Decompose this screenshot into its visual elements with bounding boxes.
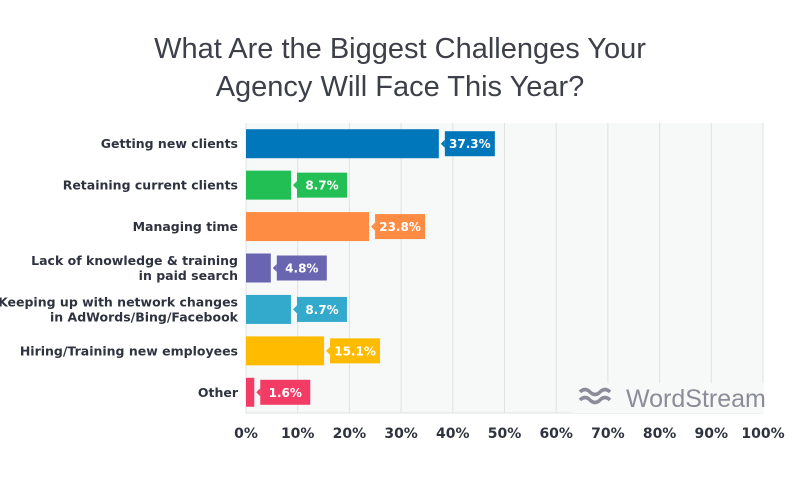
x-tick-label: 90% [695, 426, 729, 442]
chart-title-line-2: Agency Will Face This Year? [215, 71, 585, 103]
bar [246, 294, 291, 324]
x-tick-label: 70% [591, 426, 625, 442]
x-tick-label: 50% [488, 426, 522, 442]
data-label-pointer [256, 388, 261, 397]
category-label: in AdWords/Bing/Facebook [50, 309, 239, 324]
x-tick-label: 30% [384, 426, 418, 442]
bar [246, 170, 291, 200]
x-tick-label: 40% [436, 426, 470, 442]
chart-title-line-1: What Are the Biggest Challenges Your [154, 33, 646, 65]
category-label: Keeping up with network changes [0, 294, 238, 309]
x-tick-label: 20% [333, 426, 367, 442]
data-label-pointer [272, 264, 277, 272]
data-label: 1.6% [269, 386, 302, 400]
x-tick-label: 100% [741, 426, 784, 442]
category-label: Getting new clients [101, 136, 238, 151]
bar [246, 253, 271, 283]
logo-text: WordStream [626, 385, 766, 413]
category-label: Hiring/Training new employees [20, 343, 238, 358]
category-label: Managing time [133, 219, 238, 234]
data-label-pointer [292, 305, 297, 314]
x-tick-label: 60% [539, 426, 573, 442]
data-label-box [444, 131, 495, 157]
data-label-box [276, 255, 327, 281]
wave-icon [578, 395, 612, 405]
wordstream-logo: WordStream [572, 383, 766, 413]
data-label-pointer [292, 181, 297, 190]
data-label-pointer [371, 222, 376, 231]
data-label-box [375, 214, 426, 240]
bar [246, 129, 439, 159]
x-tick-label: 80% [643, 426, 677, 442]
data-label-pointer [326, 346, 331, 355]
wave-icon [578, 387, 612, 397]
category-label: Lack of knowledge & training [31, 253, 238, 268]
data-label-box [260, 379, 311, 405]
bar [246, 377, 255, 407]
data-label: 8.7% [305, 303, 338, 317]
data-label: 8.7% [305, 179, 338, 193]
data-label-box [296, 296, 347, 322]
data-label-box [330, 338, 381, 364]
chart-title: What Are the Biggest Challenges Your Age… [0, 30, 800, 106]
data-label: 37.3% [449, 137, 491, 151]
bar [246, 212, 370, 242]
category-label: Other [198, 385, 239, 400]
bar [246, 336, 325, 366]
x-tick-label: 10% [281, 426, 315, 442]
data-label-pointer [440, 139, 445, 148]
x-tick-label: 0% [234, 426, 258, 442]
data-label: 23.8% [379, 220, 421, 234]
data-label: 15.1% [334, 344, 376, 358]
data-label-box [296, 172, 347, 198]
category-label: in paid search [139, 268, 238, 283]
category-label: Retaining current clients [63, 178, 238, 193]
data-label: 4.8% [285, 262, 318, 276]
